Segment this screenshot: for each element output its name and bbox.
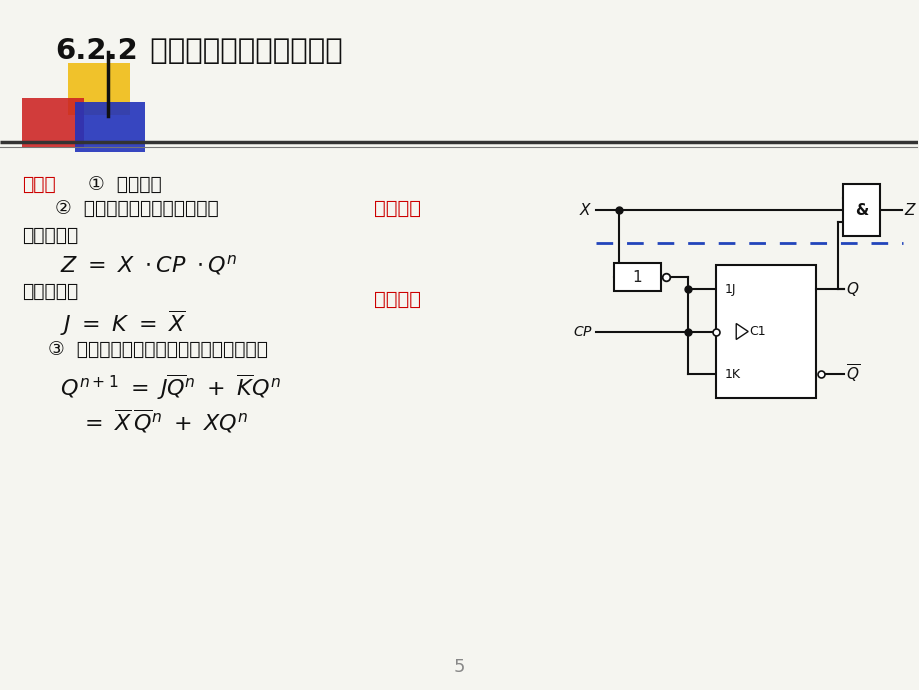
Text: ③  将驱动方程带入特性方程求出次态方程: ③ 将驱动方程带入特性方程求出次态方程 xyxy=(48,340,267,359)
Bar xyxy=(842,184,879,236)
Text: ①  电路组成: ① 电路组成 xyxy=(87,175,162,194)
Text: 组合电路: 组合电路 xyxy=(374,199,421,218)
Text: 6.2.2: 6.2.2 xyxy=(55,37,138,65)
Text: $J\ =\ K\ =\ \overline{X}$: $J\ =\ K\ =\ \overline{X}$ xyxy=(60,308,186,337)
Text: $Q$: $Q$ xyxy=(845,280,858,298)
Text: 5: 5 xyxy=(453,658,464,676)
Text: 1K: 1K xyxy=(723,368,740,380)
Text: $CP$: $CP$ xyxy=(572,324,592,339)
Text: ②  电路的驱动方程和输出方程: ② 电路的驱动方程和输出方程 xyxy=(55,199,219,218)
Text: 时序逻辑电路的分析举例: 时序逻辑电路的分析举例 xyxy=(130,37,342,65)
Text: $Q^{n+1}\ =\ J\overline{Q}^n\ +\ \overline{K}Q^n$: $Q^{n+1}\ =\ J\overline{Q}^n\ +\ \overli… xyxy=(60,372,281,402)
Bar xyxy=(22,98,84,148)
Text: 存储电路: 存储电路 xyxy=(374,290,421,309)
Text: 输出方程：: 输出方程： xyxy=(22,226,78,245)
Text: $Z$: $Z$ xyxy=(902,202,916,218)
Text: &: & xyxy=(854,202,868,217)
Text: 1J: 1J xyxy=(723,282,735,295)
Text: C1: C1 xyxy=(748,325,765,338)
Text: $\overline{Q}$: $\overline{Q}$ xyxy=(845,363,859,385)
Text: 分析：: 分析： xyxy=(22,175,56,194)
Text: 1: 1 xyxy=(632,270,641,284)
Text: 驱动方程：: 驱动方程： xyxy=(22,282,78,301)
Text: $X$: $X$ xyxy=(579,202,592,218)
Polygon shape xyxy=(735,324,747,339)
Bar xyxy=(68,63,130,115)
Text: $Z\ =\ X\ \cdot CP\ \cdot Q^n$: $Z\ =\ X\ \cdot CP\ \cdot Q^n$ xyxy=(60,253,237,277)
Bar xyxy=(716,265,815,398)
Text: $=\ \overline{X}\,\overline{Q}^n\ +\ XQ^n$: $=\ \overline{X}\,\overline{Q}^n\ +\ XQ^… xyxy=(80,407,248,435)
Bar xyxy=(613,263,661,291)
Bar xyxy=(74,102,144,152)
